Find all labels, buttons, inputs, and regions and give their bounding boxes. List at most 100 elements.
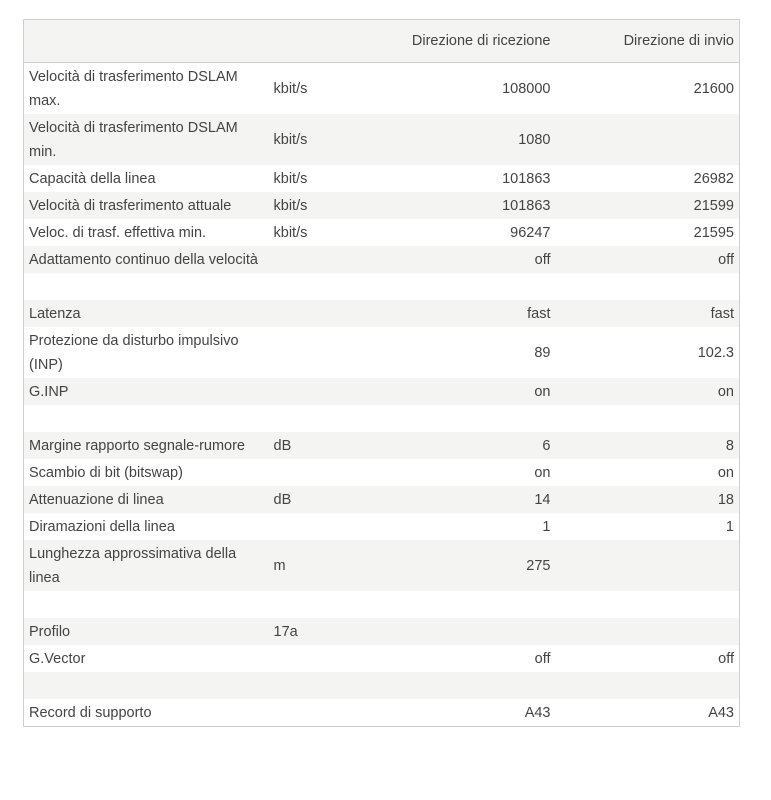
row-receive-value: 89 — [534, 344, 551, 361]
row-receive-value — [381, 591, 556, 618]
row-unit: kbit/s — [273, 80, 308, 97]
header-send-direction: Direzione di invio — [623, 33, 734, 49]
row-send-value: off — [718, 650, 734, 667]
row-send-value: A43 — [708, 704, 734, 721]
table-row: Scambio di bit (bitswap) on on — [23, 459, 740, 486]
table-row: Record di supporto A43 A43 — [23, 699, 740, 727]
row-label: Capacità della linea — [29, 170, 156, 187]
row-send-value — [556, 672, 740, 699]
row-unit: kbit/s — [273, 224, 308, 241]
row-receive-value: on — [534, 383, 551, 400]
row-receive-value — [381, 672, 556, 699]
table-row — [23, 405, 740, 432]
row-unit: kbit/s — [273, 197, 308, 214]
table-row: Capacità della linea kbit/s 101863 26982 — [23, 165, 740, 192]
row-send-value — [556, 405, 740, 432]
table-row — [23, 591, 740, 618]
row-send-value: 21595 — [693, 224, 734, 241]
row-unit: kbit/s — [273, 131, 308, 148]
row-unit: dB — [273, 437, 292, 454]
row-unit — [269, 378, 381, 405]
table-row: Attenuazione di linea dB 14 18 — [23, 486, 740, 513]
row-receive-value: 101863 — [502, 197, 551, 214]
row-label: Veloc. di trasf. effettiva min. — [29, 224, 207, 241]
row-receive-value: 96247 — [510, 224, 551, 241]
table-row: G.INP on on — [23, 378, 740, 405]
table-row: Protezione da disturbo impulsivo (INP) 89… — [23, 327, 740, 378]
table-header-row: Direzione di ricezione Direzione di invi… — [23, 19, 740, 63]
row-receive-value — [381, 273, 556, 300]
row-send-value: 26982 — [693, 170, 734, 187]
row-send-value: 21599 — [693, 197, 734, 214]
row-unit: kbit/s — [273, 170, 308, 187]
row-unit — [269, 327, 381, 378]
table-row: Margine rapporto segnale-rumore dB 6 8 — [23, 432, 740, 459]
row-receive-value — [381, 618, 556, 645]
row-label: Velocità di trasferimento DSLAM max. — [29, 68, 238, 109]
row-receive-value: on — [534, 464, 551, 481]
row-send-value — [556, 273, 740, 300]
row-unit — [269, 273, 381, 300]
row-label: Velocità di trasferimento DSLAM min. — [29, 119, 238, 160]
row-label — [24, 405, 269, 432]
row-send-value: 102.3 — [697, 344, 734, 361]
row-send-value: off — [718, 251, 734, 268]
row-unit — [269, 405, 381, 432]
row-label — [24, 672, 269, 699]
row-unit — [269, 513, 381, 540]
row-unit — [269, 459, 381, 486]
row-send-value: on — [717, 383, 734, 400]
table-row: G.Vector off off — [23, 645, 740, 672]
table-row — [23, 672, 740, 699]
row-receive-value: 1 — [542, 518, 551, 535]
row-label: Adattamento continuo della velocità — [29, 251, 258, 268]
table-row: Velocità di trasferimento DSLAM max. kbit… — [23, 62, 740, 114]
row-unit — [269, 246, 381, 273]
table-row: Lunghezza approssimativa della linea m 275 — [23, 540, 740, 591]
row-send-value — [556, 114, 740, 165]
row-label: Margine rapporto segnale-rumore — [29, 437, 245, 454]
row-unit: 17a — [273, 623, 298, 640]
table-row: Velocità di trasferimento DSLAM min. kbit… — [23, 114, 740, 165]
table-row: Velocità di trasferimento attuale kbit/s 1… — [23, 192, 740, 219]
row-send-value: 1 — [725, 518, 734, 535]
row-label: Scambio di bit (bitswap) — [29, 464, 183, 481]
row-send-value: 8 — [725, 437, 734, 454]
row-label: Profilo — [29, 623, 71, 640]
table-row — [23, 273, 740, 300]
header-receive-direction: Direzione di ricezione — [411, 33, 551, 49]
row-receive-value: off — [534, 251, 551, 268]
row-receive-value: off — [534, 650, 551, 667]
row-label: Record di supporto — [29, 704, 152, 721]
row-unit — [269, 699, 381, 727]
row-unit — [269, 300, 381, 327]
row-label — [24, 591, 269, 618]
row-receive-value: 14 — [534, 491, 551, 508]
row-label: Lunghezza approssimativa della linea — [29, 545, 237, 586]
row-label: Velocità di trasferimento attuale — [29, 197, 232, 214]
row-receive-value: 275 — [526, 557, 551, 574]
row-send-value: 18 — [717, 491, 734, 508]
table-row: Latenza fast fast — [23, 300, 740, 327]
row-send-value — [556, 591, 740, 618]
dsl-info-table: Direzione di ricezione Direzione di invi… — [23, 19, 740, 727]
row-receive-value — [381, 405, 556, 432]
row-receive-value: A43 — [524, 704, 551, 721]
row-send-value — [556, 618, 740, 645]
row-label: Latenza — [29, 305, 81, 322]
row-unit: dB — [273, 491, 292, 508]
row-send-value: 21600 — [693, 80, 734, 97]
table-row: Adattamento continuo della velocità off of… — [23, 246, 740, 273]
row-receive-value: fast — [527, 305, 551, 322]
header-unit — [269, 20, 381, 63]
row-label: Protezione da disturbo impulsivo (INP) — [29, 332, 239, 373]
row-label: Diramazioni della linea — [29, 518, 175, 535]
table-body: Velocità di trasferimento DSLAM max. kbit… — [23, 62, 740, 727]
row-label: G.INP — [29, 383, 69, 400]
row-unit — [269, 645, 381, 672]
row-label: G.Vector — [29, 650, 86, 667]
row-receive-value: 1080 — [518, 131, 551, 148]
row-receive-value: 101863 — [502, 170, 551, 187]
row-send-value — [556, 540, 740, 591]
row-receive-value: 6 — [542, 437, 551, 454]
